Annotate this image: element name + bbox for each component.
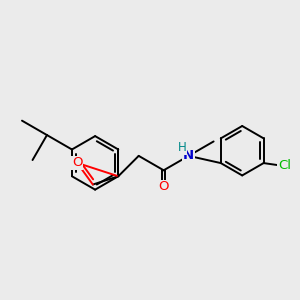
Text: O: O — [72, 156, 83, 170]
Text: N: N — [183, 149, 194, 162]
Text: H: H — [178, 141, 187, 154]
Text: O: O — [158, 180, 169, 193]
Text: Cl: Cl — [278, 159, 291, 172]
